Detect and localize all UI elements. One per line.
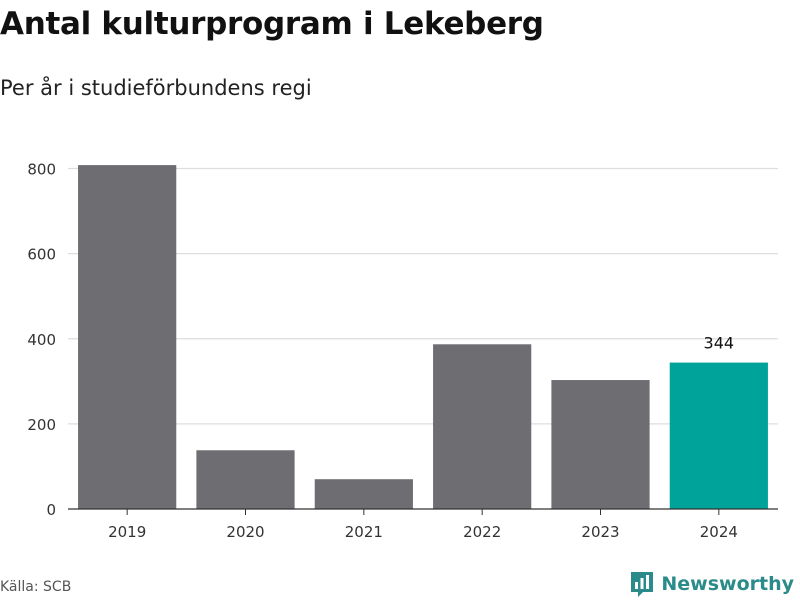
y-tick-label: 600 [27, 246, 56, 264]
y-tick-label: 200 [27, 416, 56, 434]
x-axis-ticks: 2019 2020 2021 2022 2023 2024 [108, 509, 738, 541]
chart-subtitle: Per år i studieförbundens regi [0, 76, 312, 100]
x-tick-label: 2022 [463, 523, 501, 541]
x-tick-label: 2024 [700, 523, 738, 541]
bar [196, 450, 295, 509]
x-tick-label: 2020 [226, 523, 264, 541]
bar [78, 165, 177, 510]
bar [551, 380, 650, 509]
bar [314, 479, 413, 509]
y-tick-label: 400 [27, 331, 56, 349]
chart-title: Antal kulturprogram i Lekeberg [0, 6, 544, 42]
newsworthy-logo-icon [631, 572, 654, 597]
y-tick-label: 0 [46, 501, 56, 519]
brand-name: Newsworthy [661, 573, 794, 595]
y-axis-ticks: 0 200 400 600 800 [27, 161, 56, 519]
x-tick-label: 2023 [581, 523, 619, 541]
bar [433, 344, 532, 509]
x-tick-label: 2019 [108, 523, 146, 541]
y-tick-label: 800 [27, 161, 56, 179]
data-label: 344 [704, 334, 735, 353]
brand-logo: Newsworthy [629, 570, 794, 598]
data-labels: 344 [704, 334, 735, 353]
bars [78, 165, 768, 510]
source-note: Källa: SCB [0, 579, 72, 595]
bar [669, 362, 768, 509]
gridlines [68, 167, 778, 425]
x-tick-label: 2021 [345, 523, 383, 541]
